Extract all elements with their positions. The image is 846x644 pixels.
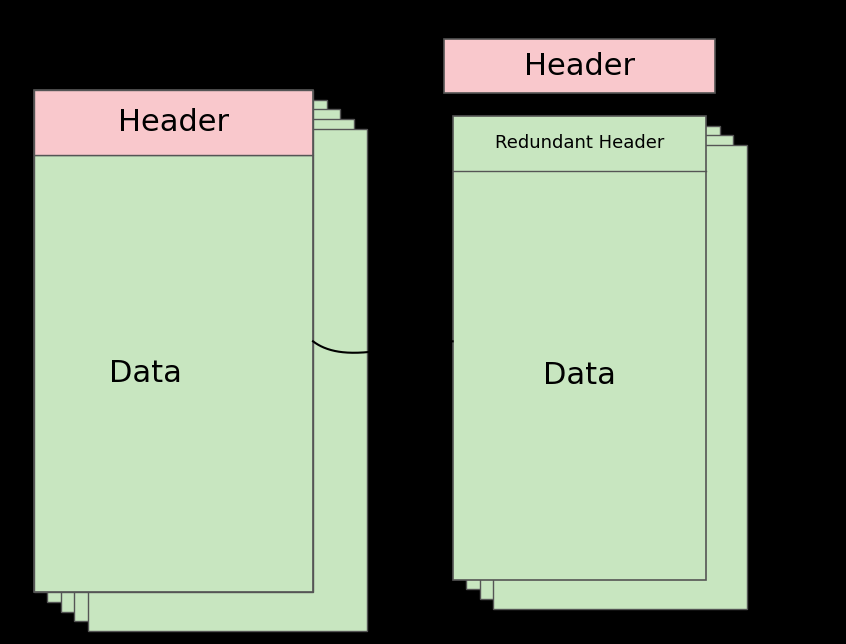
Bar [34, 90, 313, 155]
Bar [47, 100, 327, 602]
Text: Redundant Header: Redundant Header [495, 135, 664, 152]
Bar [480, 135, 733, 599]
Text: Data: Data [109, 359, 182, 388]
Bar [466, 126, 720, 589]
Bar [34, 90, 313, 592]
Bar [493, 145, 747, 609]
Text: Header: Header [524, 52, 635, 80]
Bar [61, 109, 340, 612]
Text: Header: Header [118, 108, 229, 137]
Bar [34, 155, 313, 592]
Bar [74, 119, 354, 621]
Text: Data: Data [543, 361, 616, 390]
Bar [88, 129, 367, 631]
Bar [453, 116, 706, 580]
Bar [444, 39, 715, 93]
